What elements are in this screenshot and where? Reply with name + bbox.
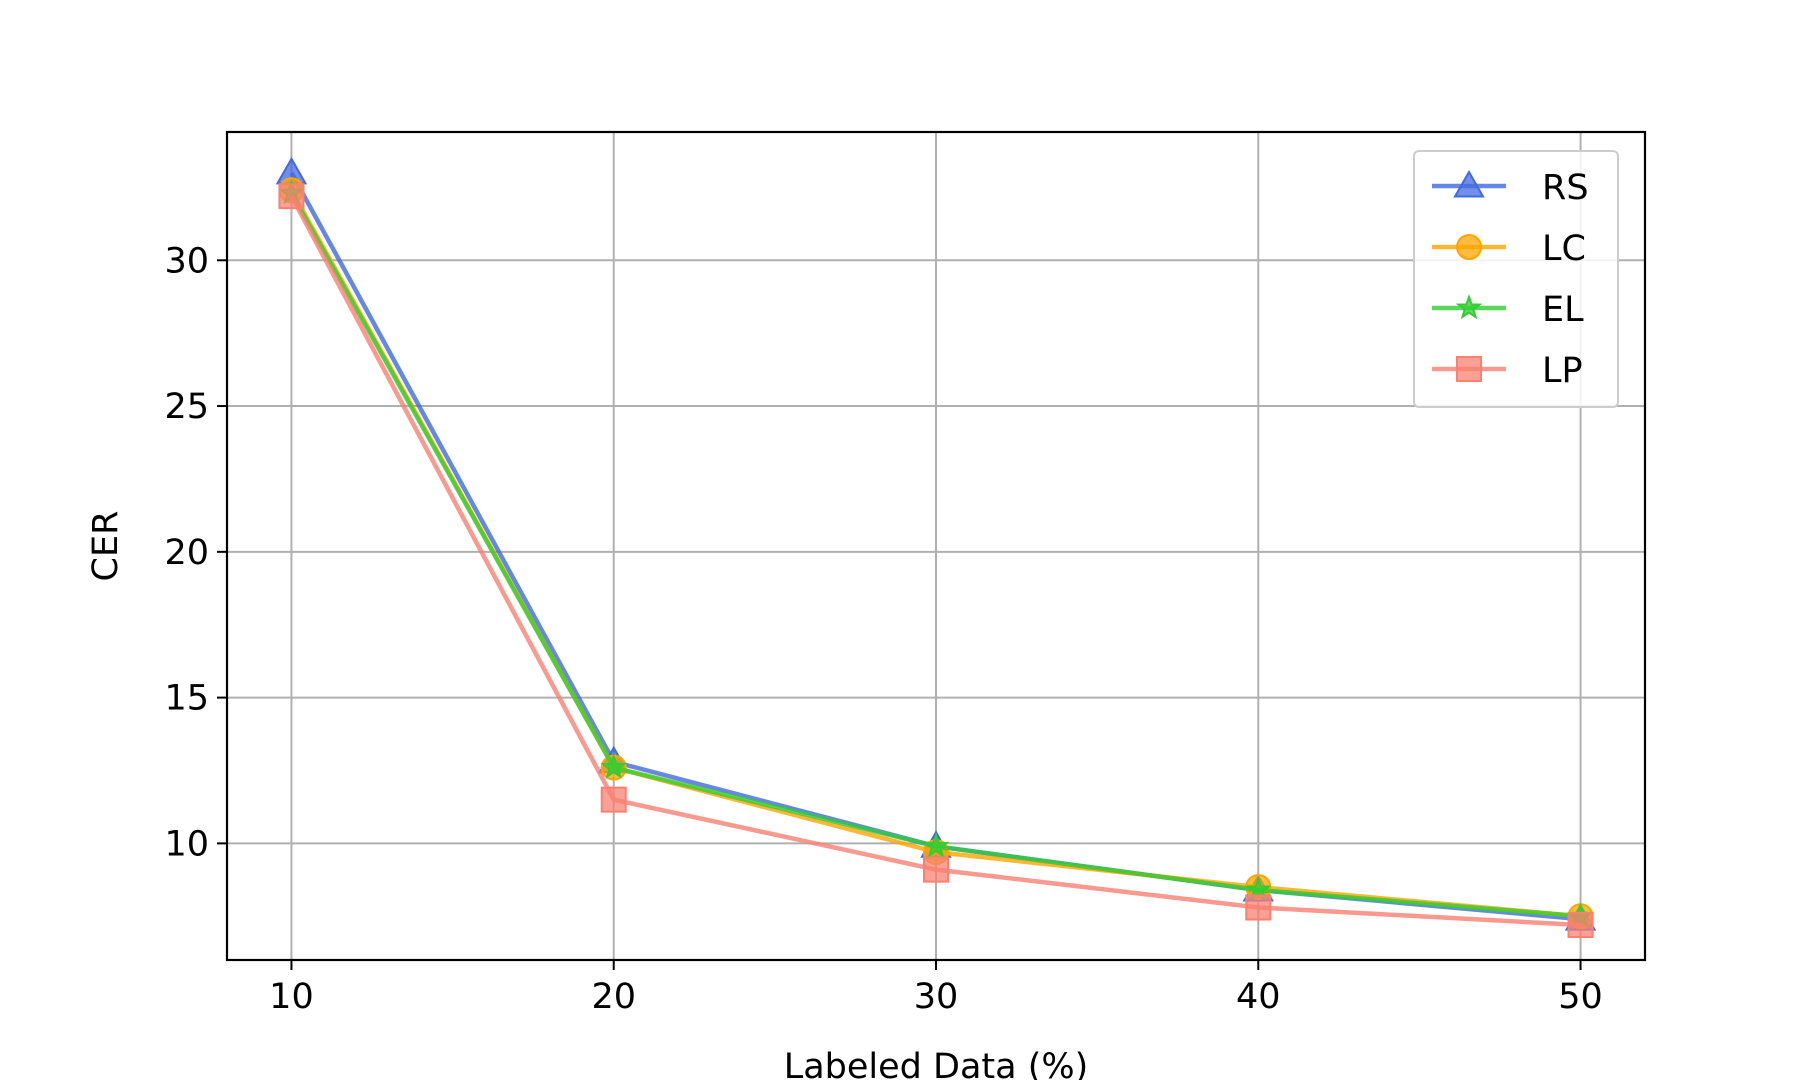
legend-item-el: EL	[1432, 290, 1584, 330]
legend-item-rs: RS	[1432, 168, 1589, 208]
y-tick-label: 25	[164, 387, 209, 427]
data-point-lp	[1245, 894, 1272, 921]
x-tick-label: 30	[914, 977, 959, 1017]
legend-marker-el	[1455, 293, 1483, 320]
legend-label-lc: LC	[1542, 229, 1586, 269]
data-point-el	[600, 753, 627, 779]
legend-marker-lp	[1456, 356, 1482, 382]
legend-marker-lc	[1456, 234, 1482, 260]
x-axis-ticks: 10 20 30 40 50	[269, 960, 1603, 1017]
legend-box	[1413, 150, 1619, 408]
y-tick-label: 15	[164, 679, 209, 719]
y-axis-label: CER	[86, 511, 126, 582]
data-point-lp	[600, 786, 627, 813]
x-tick-label: 50	[1558, 977, 1603, 1017]
data-point-lp	[278, 183, 305, 210]
data-point-lp	[923, 856, 949, 883]
data-point-lp	[1567, 912, 1594, 939]
x-tick-label: 40	[1236, 977, 1281, 1017]
legend-label-el: EL	[1542, 290, 1584, 330]
y-tick-label: 30	[164, 241, 209, 281]
series-lp	[278, 183, 1594, 939]
y-axis-ticks: 10 15 20 25 30	[164, 241, 227, 864]
y-tick-label: 10	[164, 824, 209, 864]
x-tick-label: 20	[591, 977, 636, 1017]
legend: RS LC EL LP	[1413, 150, 1619, 408]
y-tick-label: 20	[164, 533, 209, 573]
legend-item-lp: LP	[1432, 351, 1583, 391]
legend-label-rs: RS	[1542, 168, 1589, 208]
series-group	[275, 156, 1597, 939]
x-tick-label: 10	[269, 977, 314, 1017]
legend-label-lp: LP	[1542, 351, 1583, 391]
legend-item-lc: LC	[1432, 229, 1586, 269]
legend-marker-rs	[1453, 169, 1485, 198]
data-point-el	[922, 832, 950, 858]
x-axis-label: Labeled Data (%)	[784, 1047, 1089, 1080]
data-point-el	[1244, 876, 1272, 902]
